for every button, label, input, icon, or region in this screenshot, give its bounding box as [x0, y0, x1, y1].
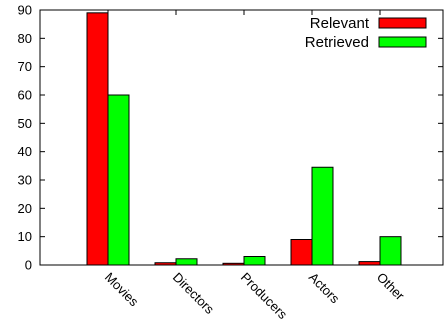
- bar-relevant-actors: [290, 239, 313, 266]
- y-tick-label: 40: [18, 144, 32, 159]
- bar-relevant-directors: [154, 262, 177, 266]
- bar-relevant-producers: [222, 262, 245, 266]
- legend-label-relevant: Relevant: [310, 15, 370, 32]
- bar-relevant-other: [358, 261, 381, 266]
- legend: Relevant Retrieved: [305, 15, 427, 51]
- bar-retrieved-other: [379, 236, 402, 266]
- y-tick-label: 10: [18, 229, 32, 244]
- bar-retrieved-actors: [311, 166, 334, 266]
- y-axis: 0 10 20 30 40 50 60 70 80 90: [18, 3, 443, 273]
- bar-relevant-movies: [86, 12, 109, 266]
- y-tick-label: 70: [18, 59, 32, 74]
- y-tick-label: 50: [18, 116, 32, 131]
- bar-retrieved-movies: [107, 94, 130, 266]
- x-tick-label-producers: Producers: [238, 270, 291, 323]
- y-tick-label: 60: [18, 88, 32, 103]
- bar-retrieved-directors: [175, 258, 198, 266]
- legend-swatch-retrieved: [378, 36, 427, 48]
- y-tick-label: 0: [25, 258, 32, 273]
- legend-label-retrieved: Retrieved: [305, 34, 369, 51]
- y-tick-label: 20: [18, 201, 32, 216]
- y-tick-label: 30: [18, 173, 32, 188]
- x-tick-label-directors: Directors: [170, 270, 218, 318]
- x-tick-label-movies: Movies: [102, 270, 142, 310]
- y-tick-label: 80: [18, 31, 32, 46]
- x-axis: Movies Directors Producers Actors Other: [102, 10, 408, 322]
- x-tick-label-other: Other: [374, 270, 408, 304]
- legend-swatch-relevant: [378, 17, 427, 29]
- bar-retrieved-producers: [243, 256, 266, 266]
- bars: [86, 12, 402, 266]
- x-tick-label-actors: Actors: [306, 270, 343, 307]
- y-tick-label: 90: [18, 3, 32, 18]
